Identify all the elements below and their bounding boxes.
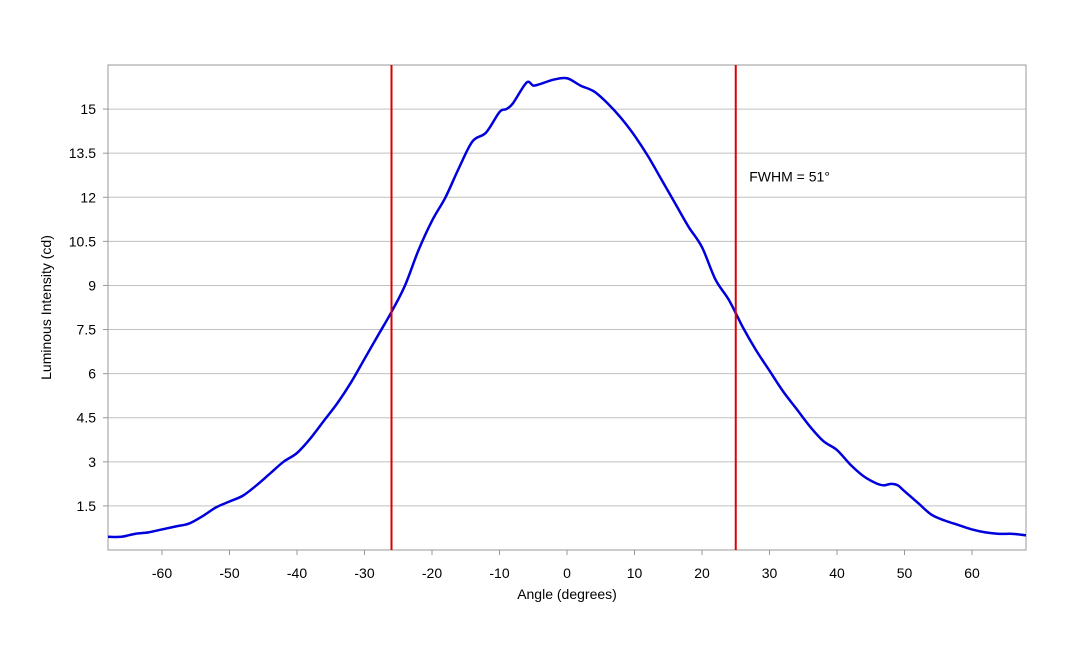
grid-lines [108,108,1026,507]
x-axis-title: Angle (degrees) [517,586,617,602]
y-tick-label: 10.5 [69,233,96,249]
x-axis-ticks: -60 -50 -40 -30 -20 -10 0 10 20 30 40 50 60 [152,550,980,581]
x-tick-label: -60 [152,565,172,581]
x-tick-label: 60 [964,565,980,581]
x-tick-label: 30 [762,565,778,581]
y-tick-label: 9 [88,277,96,293]
x-tick-label: -10 [489,565,509,581]
x-tick-label: 50 [897,565,913,581]
fwhm-markers [390,65,737,550]
y-tick-label: 4.5 [77,410,97,426]
x-tick-label: -30 [354,565,374,581]
fwhm-annotation: FWHM = 51° [749,169,830,185]
y-tick-label: 12 [80,189,96,205]
y-tick-label: 3 [88,454,96,470]
y-tick-label: 1.5 [77,498,97,514]
intensity-curve [107,76,1027,539]
x-tick-label: 10 [627,565,643,581]
x-tick-label: -50 [219,565,239,581]
y-axis-title: Luminous Intensity (cd) [38,235,54,380]
x-tick-label: -40 [287,565,307,581]
y-tick-label: 15 [80,101,96,117]
y-tick-label: 13.5 [69,145,96,161]
series-layer [107,76,1027,539]
x-tick-label: 0 [563,565,571,581]
y-tick-label: 7.5 [77,322,97,338]
x-tick-label: 20 [694,565,710,581]
x-tick-label: -20 [422,565,442,581]
plot-area-frame [107,64,1027,551]
y-axis-ticks: 1.5 3 4.5 6 7.5 9 10.5 12 13.5 15 [69,101,108,514]
x-tick-label: 40 [829,565,845,581]
y-tick-label: 6 [88,366,96,382]
